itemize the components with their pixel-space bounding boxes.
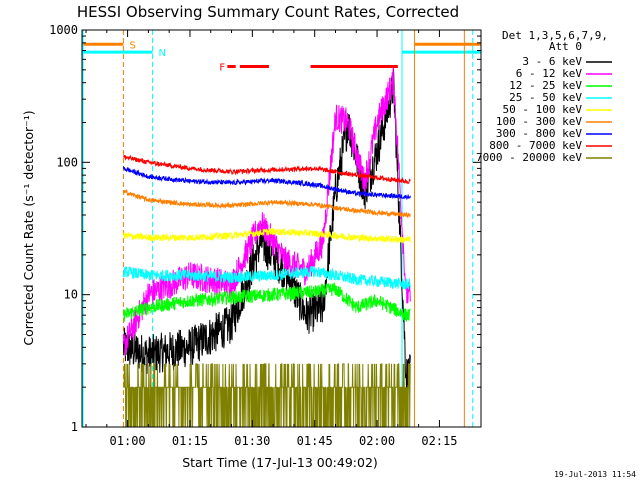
series-line-1 xyxy=(122,67,411,357)
y-axis: 1 10 100 1000 xyxy=(49,23,481,434)
legend-label: 7000 - 20000 keV xyxy=(476,151,582,164)
flag-bars: S N F xyxy=(82,40,481,73)
series-line-8 xyxy=(123,363,411,428)
legend-label: 3 - 6 keV xyxy=(522,55,582,68)
series-lines xyxy=(122,67,411,428)
y-tick-label: 100 xyxy=(56,155,78,169)
flag-label-f: F xyxy=(219,62,225,73)
x-tick-label: 01:30 xyxy=(234,434,270,448)
flag-label-s: S xyxy=(129,40,135,51)
series-line-7 xyxy=(123,154,411,185)
flag-label-n: N xyxy=(159,48,166,59)
plot-frame xyxy=(81,29,482,428)
y-tick-label: 1 xyxy=(71,420,78,434)
legend-label: 25 - 50 keV xyxy=(509,91,582,104)
y-axis-label: Corrected Count Rate (s⁻¹ detector⁻¹) xyxy=(21,110,36,345)
legend-label: 6 - 12 keV xyxy=(516,67,583,80)
x-tick-label: 01:00 xyxy=(110,434,146,448)
legend-label: 12 - 25 keV xyxy=(509,79,582,92)
footer-date: 19-Jul-2013 11:54 xyxy=(554,470,636,479)
series-line-4 xyxy=(122,228,411,244)
legend-title-line-1: Det 1,3,5,6,7,9, xyxy=(502,29,608,42)
series-line-6 xyxy=(122,166,411,200)
series-line-3 xyxy=(122,265,411,290)
chart-title: HESSI Observing Summary Count Rates, Cor… xyxy=(77,3,459,21)
legend-label: 50 - 100 keV xyxy=(503,103,583,116)
x-tick-label: 01:45 xyxy=(297,434,333,448)
x-axis-label: Start Time (17-Jul-13 00:49:02) xyxy=(182,455,378,470)
series-line-2 xyxy=(122,282,411,322)
x-axis: 01:00 01:15 01:30 01:45 02:00 02:15 xyxy=(85,30,457,448)
x-tick-label: 02:15 xyxy=(421,434,457,448)
legend-label: 100 - 300 keV xyxy=(496,115,582,128)
x-tick-label: 01:15 xyxy=(172,434,208,448)
series-line-5 xyxy=(123,188,411,219)
legend-label: 300 - 800 keV xyxy=(496,127,582,140)
legend-title-line-2: Att 0 xyxy=(549,40,582,53)
x-tick-label: 02:00 xyxy=(359,434,395,448)
y-tick-label: 10 xyxy=(64,288,78,302)
y-tick-label: 1000 xyxy=(49,23,78,37)
legend-label: 800 - 7000 keV xyxy=(489,139,582,152)
